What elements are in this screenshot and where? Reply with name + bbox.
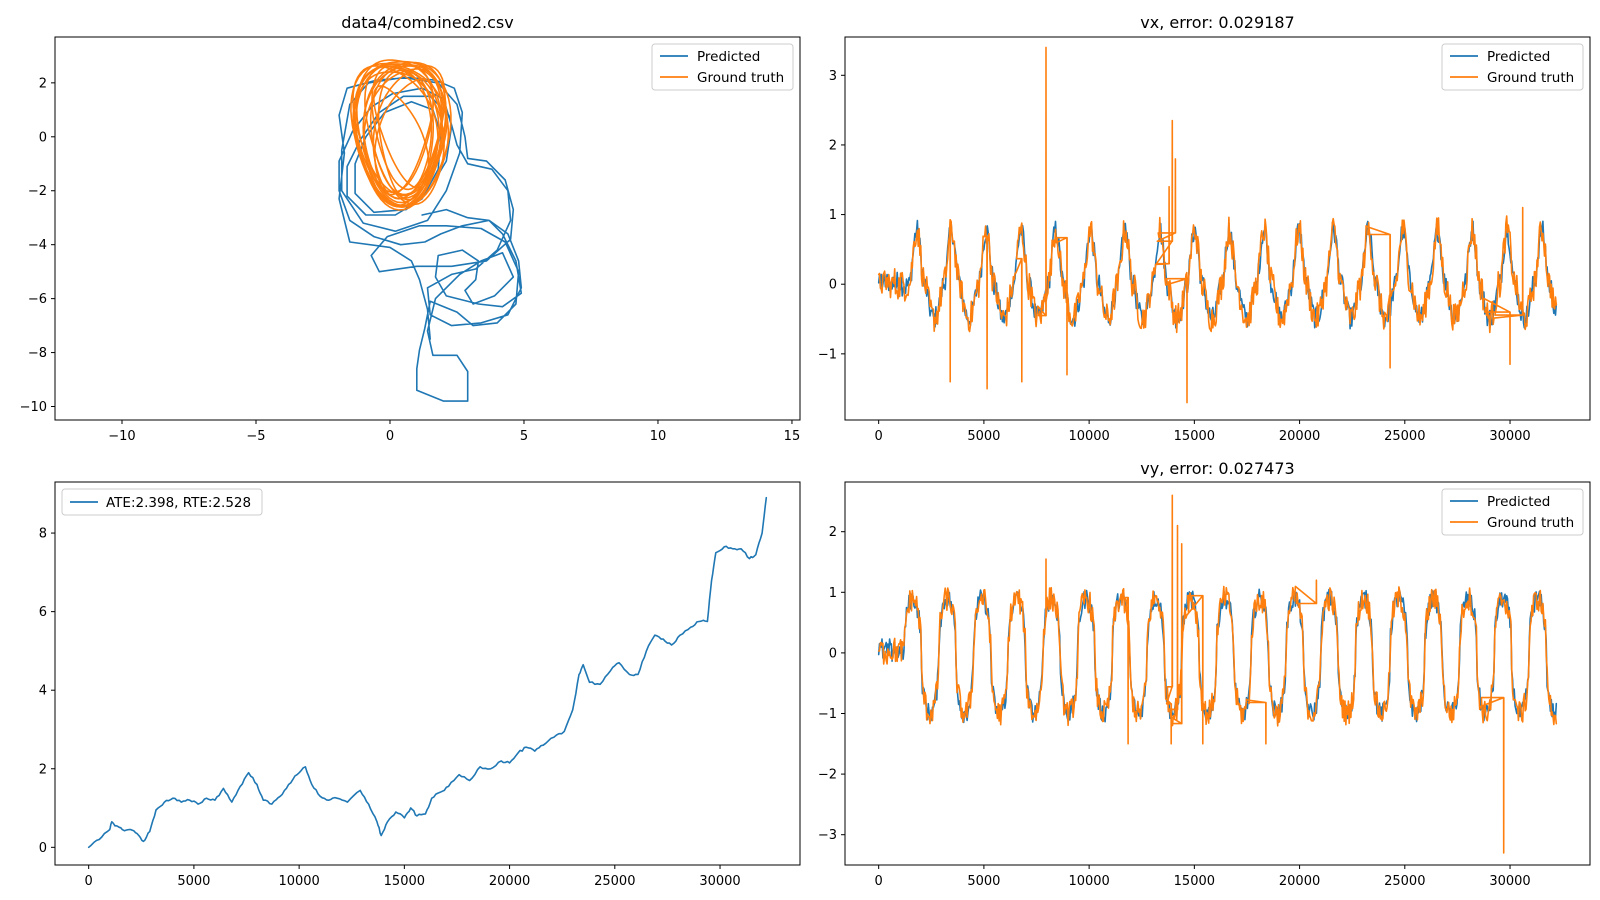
- x-tick-label: 30000: [699, 874, 740, 889]
- x-tick-label: 0: [875, 429, 883, 444]
- series-ground-truth-loop: [364, 65, 445, 206]
- x-tick-label: 0: [875, 874, 883, 889]
- legend-label-predicted: Predicted: [1487, 49, 1550, 65]
- vy-axes-frame: [844, 481, 1591, 866]
- series-ground-truth-loop: [356, 59, 443, 207]
- vx-legend: Predicted Ground truth: [1441, 43, 1584, 91]
- x-tick-label: 25000: [1384, 874, 1425, 889]
- series-ground-truth-loop: [373, 85, 430, 189]
- y-tick-label: 4: [39, 684, 47, 699]
- vy-legend: Predicted Ground truth: [1441, 488, 1584, 536]
- y-tick-label: 8: [39, 527, 47, 542]
- y-tick-label: −1: [818, 347, 837, 362]
- y-tick-label: 1: [829, 208, 837, 223]
- y-tick-label: 2: [39, 76, 47, 91]
- y-tick-label: 0: [829, 278, 837, 293]
- y-tick-label: −2: [28, 184, 47, 199]
- series-ground-truth-line: [877, 494, 1558, 854]
- vx-title: vx, error: 0.029187: [1140, 13, 1294, 32]
- series-ground-truth-loop: [355, 60, 447, 211]
- x-tick-label: 15000: [1174, 874, 1215, 889]
- x-tick-label: 0: [85, 874, 93, 889]
- x-tick-label: 0: [386, 429, 394, 444]
- y-tick-label: 0: [39, 130, 47, 145]
- y-tick-label: −2: [818, 768, 837, 783]
- series-ground-truth-line: [877, 46, 1558, 404]
- x-tick-label: 15000: [384, 874, 425, 889]
- legend-label-ate: ATE:2.398, RTE:2.528: [106, 495, 251, 511]
- x-tick-label: 20000: [1279, 429, 1320, 444]
- x-tick-label: 30000: [1489, 429, 1530, 444]
- y-tick-label: 2: [829, 525, 837, 540]
- y-tick-label: −1: [818, 707, 837, 722]
- y-tick-label: 3: [829, 69, 837, 84]
- x-tick-label: −5: [246, 429, 265, 444]
- x-tick-label: 10000: [1068, 429, 1109, 444]
- y-tick-label: 6: [39, 605, 47, 620]
- y-tick-label: 0: [829, 646, 837, 661]
- vx-axes-frame: [844, 36, 1591, 421]
- trajectory-axes-frame: [54, 36, 801, 421]
- vy-title: vy, error: 0.027473: [1140, 459, 1294, 478]
- x-tick-label: 20000: [1279, 874, 1320, 889]
- y-tick-label: 2: [829, 138, 837, 153]
- x-tick-label: 5000: [967, 429, 1000, 444]
- legend-frame: [61, 488, 263, 516]
- legend-label-predicted: Predicted: [697, 49, 760, 65]
- subplot-vy: vy, error: 0.027473 0 5000 10000 15000 20000…: [818, 459, 1591, 889]
- series-ground-truth-loop: [350, 62, 450, 207]
- subplot-trajectory: data4/combined2.csv −10 −5 0 5 10 15 −10 −8 −6 −4…: [20, 13, 801, 444]
- series-ate-line: [87, 496, 768, 849]
- legend-label-ground-truth: Ground truth: [697, 70, 784, 86]
- y-tick-label: −6: [28, 292, 47, 307]
- legend-label-ground-truth: Ground truth: [1487, 70, 1574, 86]
- series-ground-truth-loop: [369, 64, 443, 196]
- series-ground-truth-loop: [362, 65, 434, 194]
- x-tick-label: 5000: [177, 874, 210, 889]
- x-tick-label: −10: [108, 429, 135, 444]
- trajectory-legend: Predicted Ground truth: [651, 43, 794, 91]
- y-tick-label: 0: [39, 841, 47, 856]
- y-tick-label: 1: [829, 586, 837, 601]
- ate-legend: ATE:2.398, RTE:2.528: [61, 488, 263, 516]
- y-tick-label: −3: [818, 828, 837, 843]
- series-ground-truth-loop: [377, 69, 434, 201]
- x-tick-label: 10000: [278, 874, 319, 889]
- y-tick-label: −4: [28, 238, 47, 253]
- subplot-ate: 0 5000 10000 15000 20000 25000 30000 0 2 4 6 8 ATE:…: [39, 481, 801, 889]
- x-tick-label: 25000: [1384, 429, 1425, 444]
- x-tick-label: 20000: [489, 874, 530, 889]
- legend-label-ground-truth: Ground truth: [1487, 515, 1574, 531]
- x-tick-label: 25000: [594, 874, 635, 889]
- x-tick-label: 15000: [1174, 429, 1215, 444]
- x-tick-label: 10000: [1068, 874, 1109, 889]
- subplot-vx: vx, error: 0.029187 0 5000 10000 15000 20000…: [818, 13, 1591, 444]
- x-tick-label: 30000: [1489, 874, 1530, 889]
- x-tick-label: 10: [650, 429, 667, 444]
- x-tick-label: 15: [784, 429, 801, 444]
- ate-axes-frame: [54, 481, 801, 866]
- y-tick-label: 2: [39, 762, 47, 777]
- y-tick-label: −10: [20, 400, 47, 415]
- x-tick-label: 5: [520, 429, 528, 444]
- trajectory-title: data4/combined2.csv: [341, 13, 513, 32]
- y-tick-label: −8: [28, 346, 47, 361]
- legend-label-predicted: Predicted: [1487, 494, 1550, 510]
- x-tick-label: 5000: [967, 874, 1000, 889]
